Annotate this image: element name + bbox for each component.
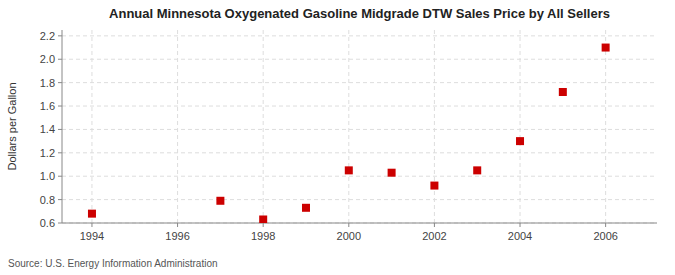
point	[345, 166, 353, 174]
x-axis-line	[62, 223, 657, 224]
points	[88, 44, 610, 223]
grid-line	[91, 30, 92, 223]
tick	[58, 152, 62, 153]
grid-line	[62, 152, 657, 153]
tick-label: 1998	[251, 230, 275, 242]
tick	[605, 223, 606, 227]
tick	[58, 199, 62, 200]
tick-label: 2.0	[40, 53, 55, 65]
tick-label: 2004	[508, 230, 532, 242]
point	[516, 137, 524, 145]
grid-line	[62, 223, 657, 224]
tick-label: 1996	[165, 230, 189, 242]
tick	[263, 223, 264, 227]
grid-line	[605, 30, 606, 223]
tick-label: 1.0	[40, 170, 55, 182]
tick-label: 2006	[593, 230, 617, 242]
grid-line	[62, 199, 657, 200]
tick	[348, 223, 349, 227]
tick	[58, 129, 62, 130]
grid-line	[62, 82, 657, 83]
tick-label: 1.4	[40, 123, 55, 135]
tick	[58, 59, 62, 60]
grid-line	[62, 176, 657, 177]
tick	[58, 223, 62, 224]
chart: Annual Minnesota Oxygenated Gasoline Mid…	[0, 0, 675, 275]
tick	[58, 106, 62, 107]
point	[259, 215, 267, 223]
annotation: Source: U.S. Energy Information Administ…	[8, 258, 218, 269]
title: Annual Minnesota Oxygenated Gasoline Mid…	[109, 6, 610, 21]
tick	[91, 223, 92, 227]
tick	[58, 35, 62, 36]
tick-label: 1.2	[40, 147, 55, 159]
point	[88, 210, 96, 218]
point	[388, 169, 396, 177]
grid-line	[263, 30, 264, 223]
grid-line	[177, 30, 178, 223]
y-axis-line	[62, 30, 63, 223]
tick	[434, 223, 435, 227]
grid-line	[62, 106, 657, 107]
point	[216, 197, 224, 205]
tick	[520, 223, 521, 227]
point	[602, 44, 610, 52]
tick-label: 2.2	[40, 30, 55, 42]
tick-label: 2000	[337, 230, 361, 242]
tick	[177, 223, 178, 227]
axes: 0.6 0.8 1.0 1.2 1.4 1.6 1.8 2.0 2.2 1994 1996 1998 2…	[40, 30, 657, 242]
tick-label: 1.6	[40, 100, 55, 112]
grid-line	[520, 30, 521, 223]
tick-label: 1.8	[40, 77, 55, 89]
grid-line	[62, 35, 657, 36]
grid-line	[348, 30, 349, 223]
grid	[62, 30, 657, 223]
grid-line	[434, 30, 435, 223]
y-axis-label: Dollars per Gallon	[6, 82, 18, 170]
point	[430, 182, 438, 190]
point	[473, 166, 481, 174]
point	[302, 204, 310, 212]
tick-label: 2002	[422, 230, 446, 242]
tick	[58, 82, 62, 83]
tick-label: 0.8	[40, 194, 55, 206]
tick-label: 0.6	[40, 217, 55, 229]
tick	[58, 176, 62, 177]
grid-line	[62, 59, 657, 60]
grid-line	[62, 129, 657, 130]
point	[559, 88, 567, 96]
tick-label: 1994	[80, 230, 104, 242]
